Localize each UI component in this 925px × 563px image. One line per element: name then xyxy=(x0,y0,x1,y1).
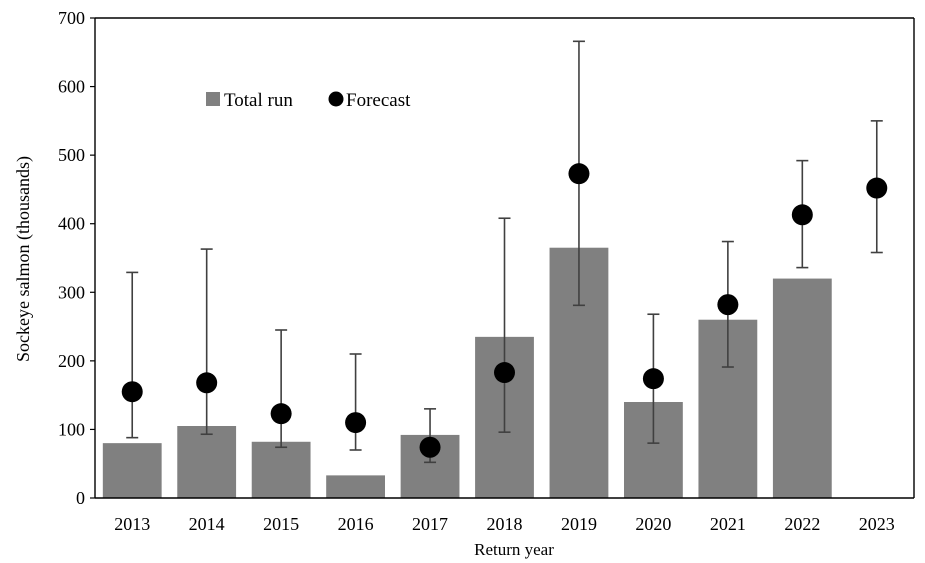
x-tick-label: 2013 xyxy=(114,514,150,534)
forecast-point-2017 xyxy=(419,436,441,458)
x-tick-label: 2015 xyxy=(263,514,299,534)
y-axis-title: Sockeye salmon (thousands) xyxy=(13,156,34,362)
axes xyxy=(90,17,915,499)
forecast-point-2013 xyxy=(121,381,143,403)
y-tick-label: 0 xyxy=(76,488,85,508)
error-bar-2016 xyxy=(349,353,362,451)
forecast-point-2016 xyxy=(345,412,367,434)
error-bar-2013 xyxy=(126,271,139,439)
forecast-point-2018 xyxy=(494,362,515,384)
x-tick-label: 2020 xyxy=(635,514,671,534)
legend: Total run Forecast xyxy=(206,90,411,111)
error-bar-2018 xyxy=(498,217,511,433)
y-tick-label: 700 xyxy=(58,8,85,28)
bar-2016 xyxy=(326,475,386,498)
forecast-point-2020 xyxy=(642,368,664,390)
forecast-point-2022 xyxy=(791,204,813,226)
bar-2013 xyxy=(102,443,162,498)
x-axis-title: Return year xyxy=(474,540,554,559)
x-tick-label: 2017 xyxy=(412,514,448,534)
forecast-point-2014 xyxy=(196,372,218,394)
y-tick-label: 300 xyxy=(58,282,85,302)
error-bar-2014 xyxy=(200,248,213,436)
x-tick-label: 2018 xyxy=(487,514,523,534)
forecast-points xyxy=(121,163,888,458)
forecast-point-2015 xyxy=(270,403,292,425)
x-tick-label: 2019 xyxy=(561,514,597,534)
bar-2015 xyxy=(251,441,311,498)
forecast-point-2023 xyxy=(866,177,888,199)
bar-2014 xyxy=(177,426,237,498)
bar-2022 xyxy=(772,278,832,498)
error-bar-2015 xyxy=(275,329,288,449)
forecast-point-2021 xyxy=(717,294,739,316)
y-tick-label: 400 xyxy=(58,214,85,234)
bars xyxy=(102,247,832,498)
forecast-point-2019 xyxy=(568,163,590,185)
y-tick-label: 100 xyxy=(58,419,85,439)
y-tick-labels: 0 100 200 300 400 500 600 700 xyxy=(58,8,85,508)
x-tick-label: 2021 xyxy=(710,514,746,534)
x-tick-label: 2022 xyxy=(784,514,820,534)
legend-swatch-total-run xyxy=(206,92,220,106)
x-tick-label: 2023 xyxy=(859,514,895,534)
y-tick-label: 200 xyxy=(58,351,85,371)
x-tick-label: 2016 xyxy=(338,514,374,534)
x-tick-label: 2014 xyxy=(189,514,225,534)
y-tick-label: 500 xyxy=(58,145,85,165)
y-tick-label: 600 xyxy=(58,77,85,97)
x-tick-labels: 2013 2014 2015 2016 2017 2018 2019 2020 2021 2022… xyxy=(114,514,895,534)
legend-marker-forecast xyxy=(328,91,344,107)
legend-label-forecast: Forecast xyxy=(346,90,411,111)
legend-label-total-run: Total run xyxy=(224,90,293,111)
